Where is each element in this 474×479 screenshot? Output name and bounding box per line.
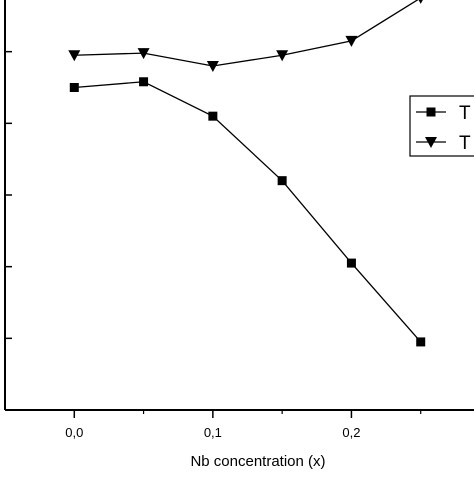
x-axis-title: Nb concentration (x) (190, 453, 325, 470)
data-point-series-0 (208, 111, 218, 121)
legend-label-0: T (459, 103, 471, 124)
data-point-series-0 (346, 258, 356, 268)
x-tick-label: 0,0 (65, 425, 83, 440)
data-point-series-1 (418, 0, 423, 4)
data-point-series-0 (416, 337, 426, 347)
legend-label-1: T (459, 133, 471, 154)
data-point-series-0 (277, 176, 287, 186)
legend-box (409, 95, 474, 157)
data-point-series-1 (137, 48, 150, 60)
data-point-series-1 (206, 61, 219, 72)
x-tick-label: 0,2 (342, 425, 360, 440)
x-tick-label: 0,1 (204, 425, 222, 440)
legend-marker-1 (425, 137, 437, 148)
series-line-1 (74, 0, 419, 67)
series-line-0 (74, 81, 422, 343)
legend-marker-0 (426, 107, 436, 117)
data-point-series-1 (68, 50, 81, 62)
data-point-series-0 (139, 77, 149, 87)
data-point-series-1 (276, 50, 289, 62)
data-point-series-1 (345, 35, 358, 47)
data-point-series-0 (69, 83, 79, 92)
